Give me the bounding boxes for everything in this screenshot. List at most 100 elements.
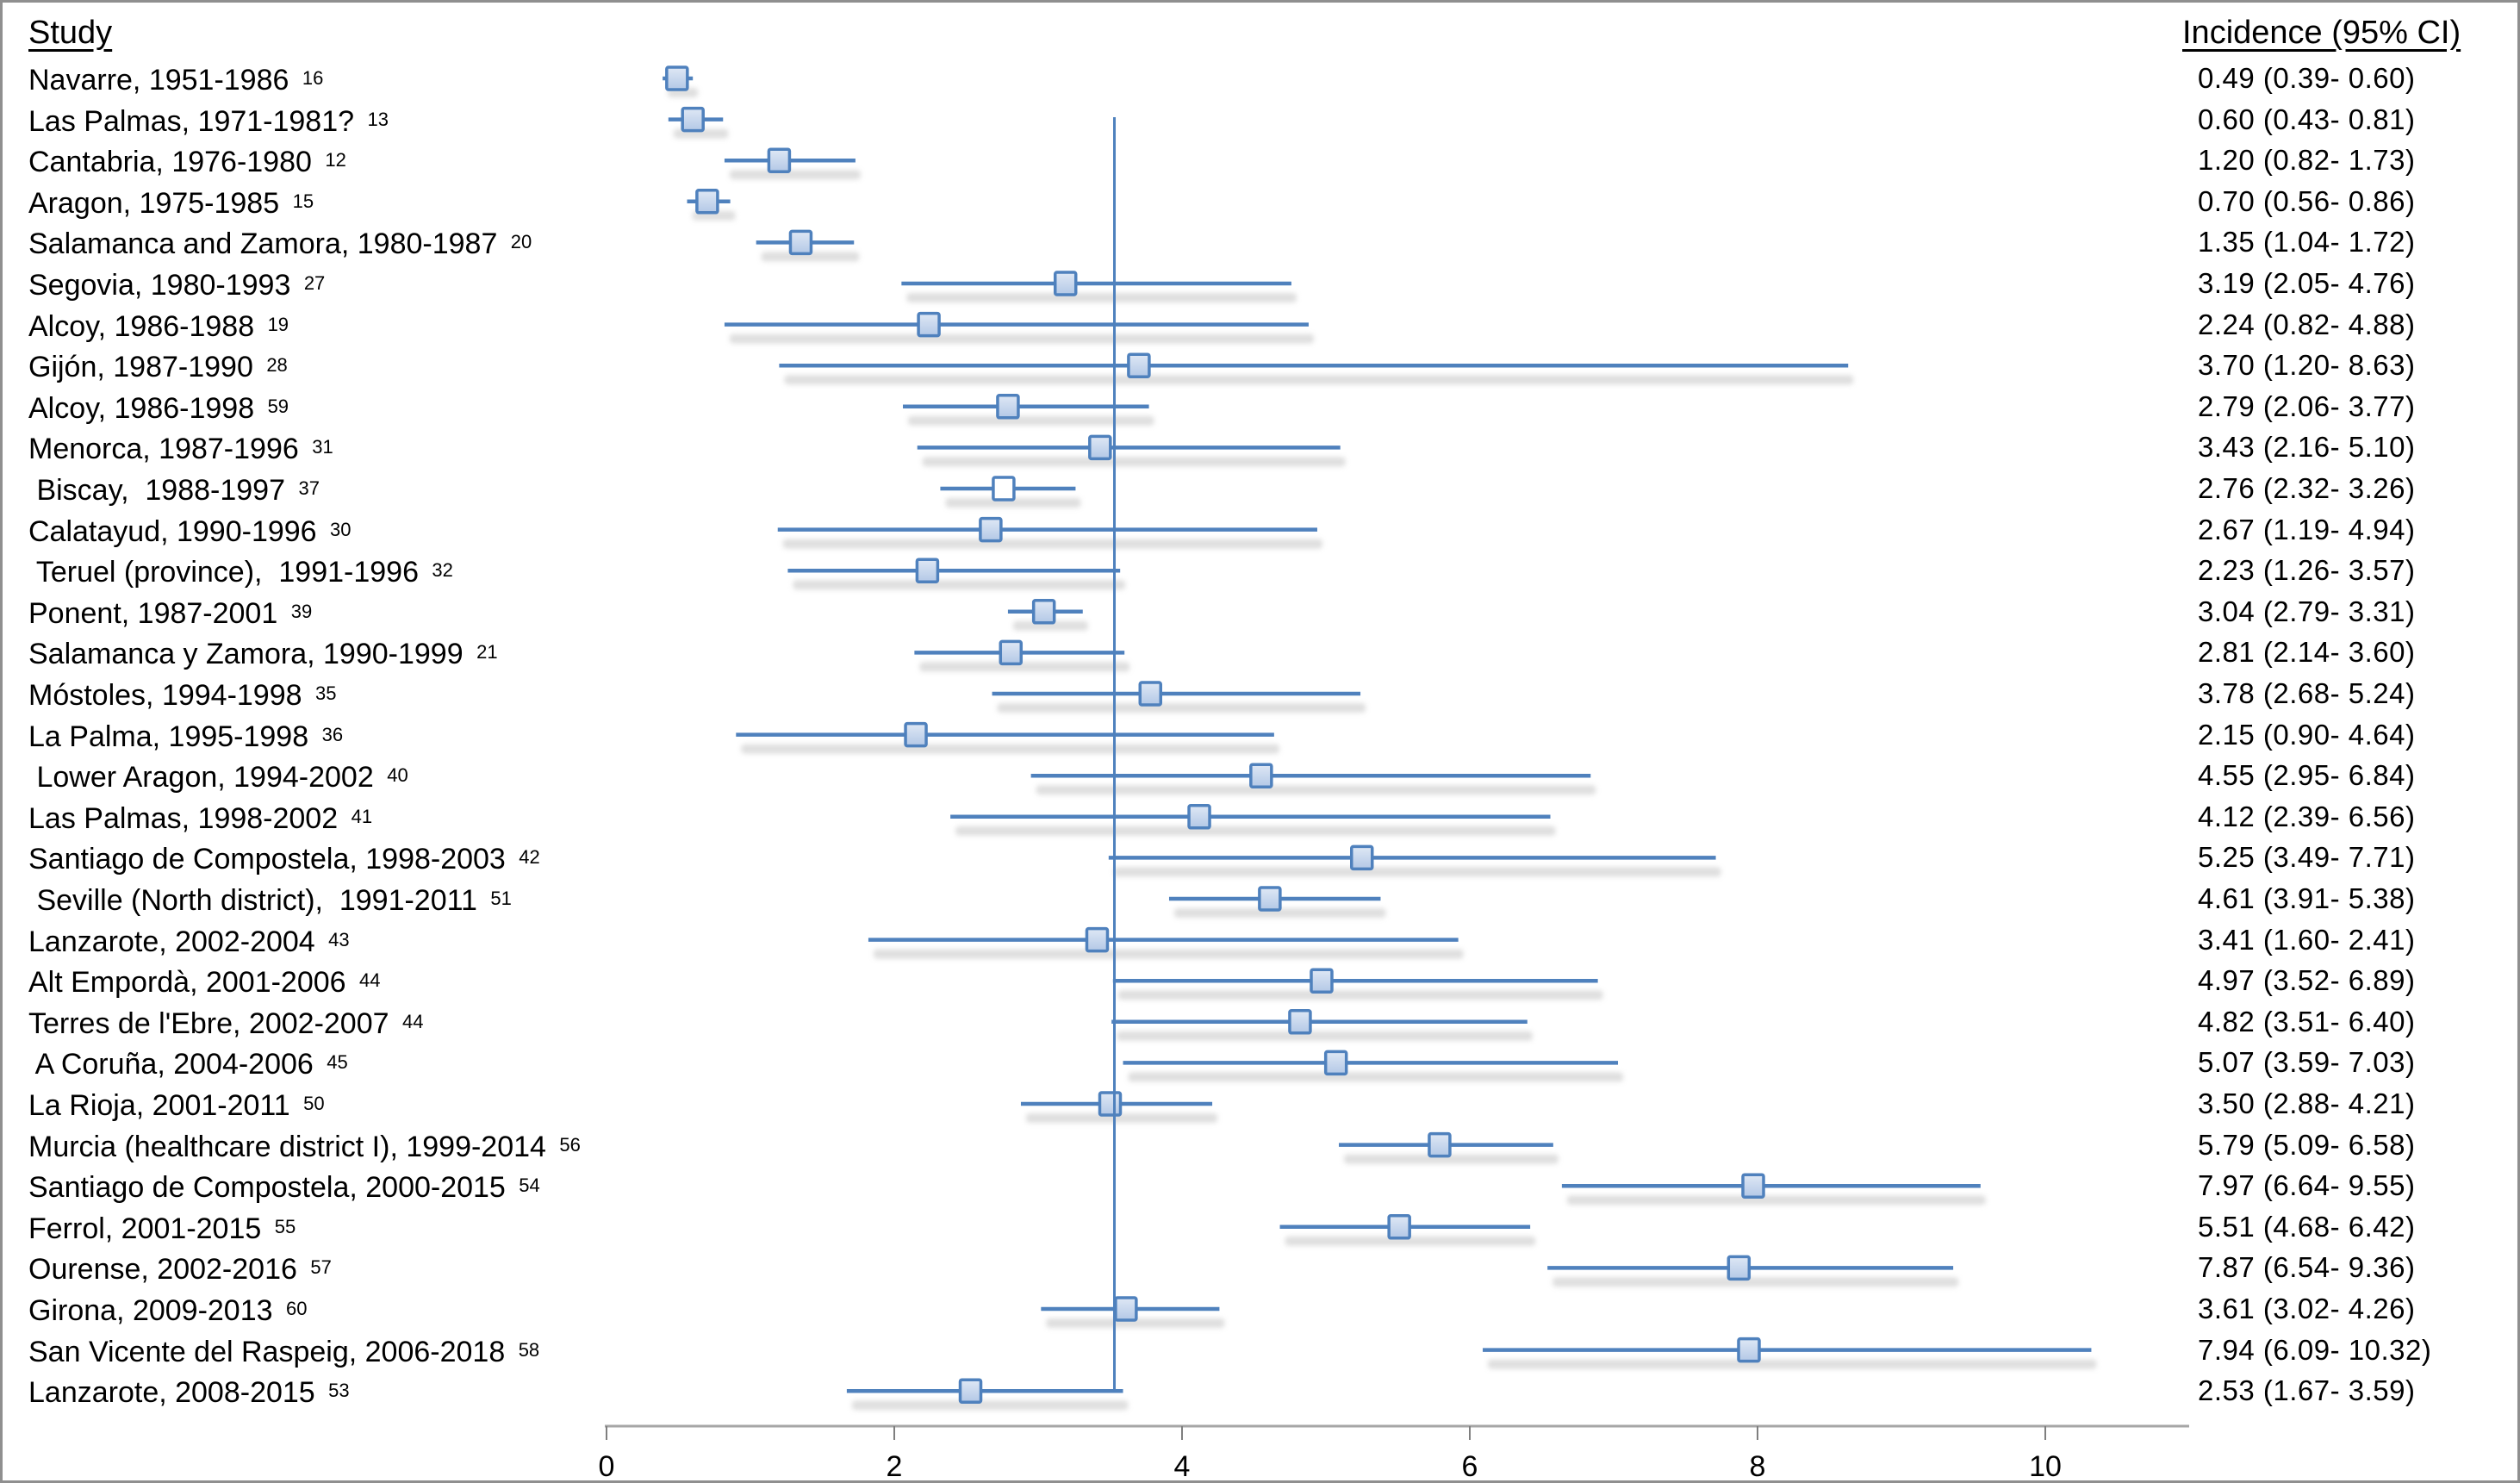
incidence-value: 4.97 (3.52- 6.89) [2198, 964, 2416, 997]
study-label: La Rioja, 2001-2011 50 [28, 1089, 325, 1122]
study-label: Lower Aragon, 1994-2002 40 [28, 761, 408, 794]
row-shadow [997, 703, 1366, 713]
incidence-value: 1.35 (1.04- 1.72) [2198, 226, 2416, 259]
study-label: Las Palmas, 1971-1981? 13 [28, 104, 389, 138]
forest-row [1123, 1050, 1624, 1082]
forest-marker [1310, 968, 1334, 994]
forest-marker [1187, 804, 1211, 830]
incidence-value: 3.43 (2.16- 5.10) [2198, 431, 2416, 464]
x-axis-tick-label: 10 [2029, 1450, 2062, 1483]
forest-marker [1138, 681, 1163, 707]
study-label: Alcoy, 1986-1988 19 [28, 309, 289, 343]
incidence-value: 7.87 (6.54- 9.36) [2198, 1251, 2416, 1284]
row-shadow [1036, 785, 1596, 795]
study-label: Santiago de Compostela, 1998-2003 42 [28, 843, 540, 876]
study-reference-number: 13 [367, 108, 389, 130]
study-reference-number: 50 [303, 1093, 325, 1114]
study-label: Alcoy, 1986-1998 59 [28, 391, 289, 425]
forest-marker [1249, 763, 1273, 788]
forest-row [724, 311, 1314, 344]
incidence-value: 2.67 (1.19- 4.94) [2198, 513, 2416, 545]
study-reference-number: 28 [266, 354, 288, 377]
forest-marker [681, 106, 705, 133]
row-shadow [1128, 1072, 1624, 1082]
study-label: A Coruña, 2004-2006 45 [28, 1048, 348, 1081]
study-label: Terres de l'Ebre, 2002-2007 44 [28, 1006, 424, 1040]
study-reference-number: 44 [359, 969, 381, 992]
forest-marker [1088, 434, 1112, 461]
study-label: Salamanca and Zamora, 1980-1987 20 [28, 227, 532, 261]
study-label: Las Palmas, 1998-2002 41 [28, 801, 373, 835]
study-label: Calatayud, 1990-1996 30 [28, 514, 352, 548]
row-shadow [1117, 990, 1603, 1000]
row-shadow [1285, 1236, 1536, 1246]
incidence-value: 3.61 (3.02- 4.26) [2198, 1293, 2416, 1324]
forest-row [1111, 1009, 1533, 1041]
forest-row [940, 476, 1081, 508]
study-reference-number: 31 [312, 436, 333, 458]
study-reference-number: 27 [303, 272, 326, 294]
study-label: Menorca, 1987-1996 31 [28, 433, 333, 466]
study-label: Ponent, 1987-2001 39 [28, 596, 313, 630]
study-reference-number: 21 [476, 641, 498, 664]
incidence-value: 7.97 (6.64- 9.55) [2198, 1169, 2416, 1202]
forest-row [950, 804, 1556, 836]
study-reference-number: 32 [432, 559, 453, 582]
x-axis-tick-label: 8 [1750, 1450, 1766, 1483]
forest-row [1561, 1173, 1986, 1206]
forest-marker [917, 311, 941, 338]
study-label: Lanzarote, 2008-2015 53 [28, 1376, 350, 1410]
row-shadow [873, 949, 1464, 959]
study-reference-number: 60 [285, 1298, 308, 1319]
study-reference-number: 19 [267, 313, 289, 335]
incidence-value: 5.07 (3.59- 7.03) [2198, 1046, 2416, 1079]
forest-marker [1085, 926, 1110, 953]
row-shadow [945, 498, 1081, 508]
study-reference-number: 42 [519, 846, 540, 869]
forest-marker [992, 476, 1016, 502]
incidence-value: 2.23 (1.26- 3.57) [2198, 554, 2416, 587]
forest-row [1041, 1296, 1225, 1328]
forest-marker [695, 189, 719, 215]
study-label: Móstoles, 1994-1998 35 [28, 679, 337, 712]
study-label: Salamanca y Zamora, 1990-1999 21 [28, 638, 498, 671]
row-shadow [1173, 908, 1386, 918]
study-reference-number: 54 [519, 1175, 540, 1197]
study-reference-number: 43 [328, 928, 350, 950]
forest-marker [1053, 271, 1078, 296]
row-shadow [782, 539, 1322, 549]
incidence-value: 0.60 (0.43- 0.81) [2198, 103, 2416, 135]
study-label: Seville (North district), 1991-2011 51 [28, 884, 512, 917]
incidence-value: 2.24 (0.82- 4.88) [2198, 308, 2416, 340]
study-reference-number: 58 [518, 1338, 540, 1361]
study-label: Murcia (healthcare district I), 1999-201… [28, 1130, 581, 1163]
incidence-value: 1.20 (0.82- 1.73) [2198, 144, 2416, 177]
forest-row [992, 681, 1366, 713]
forest-marker [1258, 886, 1282, 912]
row-shadow [761, 252, 860, 262]
forest-row [779, 352, 1854, 385]
incidence-value: 4.61 (3.91- 5.38) [2198, 882, 2416, 914]
incidence-value: 4.55 (2.95- 6.84) [2198, 759, 2416, 792]
study-reference-number: 57 [310, 1256, 332, 1279]
row-shadow [1566, 1195, 1986, 1206]
incidence-column-header: Incidence (95% CI) [2182, 15, 2461, 51]
row-shadow [1025, 1113, 1218, 1123]
forest-marker [996, 394, 1020, 420]
study-label: Segovia, 1980-1993 27 [28, 269, 326, 302]
study-label: Lanzarote, 2002-2004 43 [28, 925, 350, 958]
forest-row [663, 65, 699, 97]
incidence-value: 4.82 (3.51- 6.40) [2198, 1005, 2416, 1037]
forest-marker [1288, 1009, 1312, 1035]
study-label: Cantabria, 1976-1980 12 [28, 146, 346, 179]
forest-row [868, 926, 1464, 959]
forest-marker [1098, 1091, 1123, 1117]
row-shadow [741, 744, 1279, 754]
study-label: Ourense, 2002-2016 57 [28, 1253, 332, 1287]
row-shadow [851, 1400, 1129, 1411]
forest-row [846, 1378, 1129, 1411]
forest-marker [979, 516, 1003, 543]
forest-row [1007, 599, 1088, 631]
study-reference-number: 51 [490, 888, 512, 909]
study-reference-number: 15 [292, 190, 314, 212]
